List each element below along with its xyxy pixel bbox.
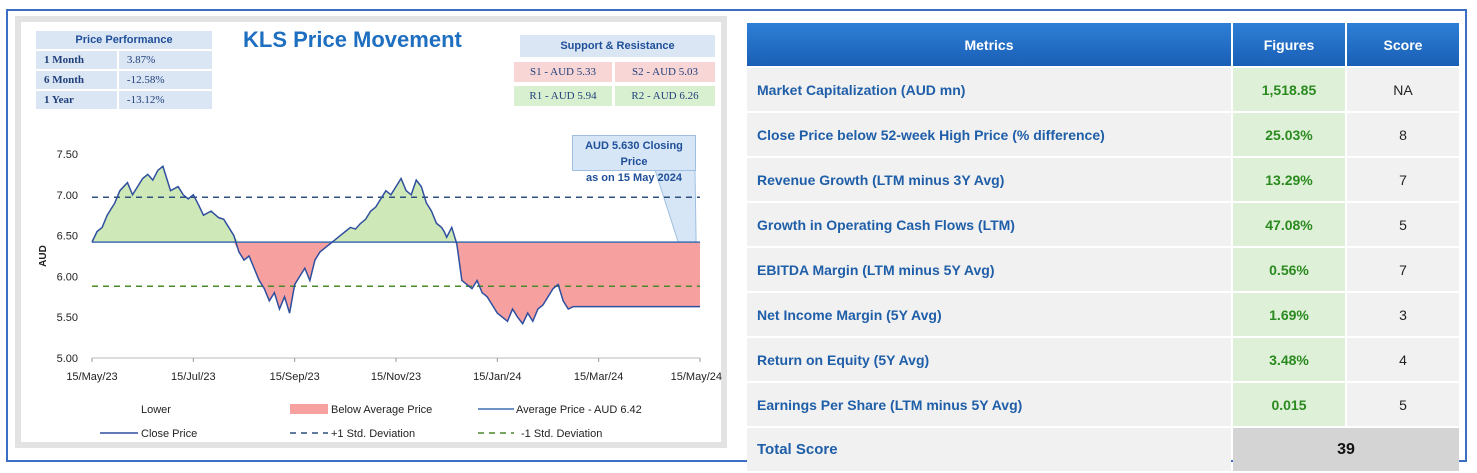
y-tick-label: 7.50 <box>57 149 78 161</box>
perf-value-6m: -12.58% <box>118 71 212 89</box>
total-score-value: 39 <box>1233 428 1459 471</box>
metrics-table: Metrics Figures Score Market Capitalizat… <box>745 21 1461 473</box>
figure-cell: 47.08% <box>1233 203 1345 246</box>
y-axis-label: AUD <box>38 245 49 267</box>
metric-cell: Close Price below 52-week High Price (% … <box>747 113 1231 156</box>
score-cell: NA <box>1347 68 1459 111</box>
figure-cell: 1,518.85 <box>1233 68 1345 111</box>
perf-value-1m: 3.87% <box>118 51 212 69</box>
score-cell: 4 <box>1347 338 1459 381</box>
total-score-label: Total Score <box>747 428 1231 471</box>
y-tick-label: 5.00 <box>57 353 78 365</box>
resistance-r1: R1 - AUD 5.94 <box>514 86 612 106</box>
figure-cell: 3.48% <box>1233 338 1345 381</box>
score-cell: 8 <box>1347 113 1459 156</box>
metric-cell: Growth in Operating Cash Flows (LTM) <box>747 203 1231 246</box>
close-price-line <box>91 164 700 326</box>
score-cell: 5 <box>1347 203 1459 246</box>
support-resistance-header: Support & Resistance <box>520 35 715 57</box>
closing-price-callout: AUD 5.630 Closing Price as on 15 May 202… <box>572 135 696 184</box>
metric-cell: Net Income Margin (5Y Avg) <box>747 293 1231 336</box>
perf-label-1y: 1 Year <box>36 91 117 109</box>
callout-line-2: as on 15 May 2024 <box>585 172 682 184</box>
y-tick-label: 6.50 <box>57 231 78 243</box>
figure-cell: 0.015 <box>1233 383 1345 426</box>
perf-label-6m: 6 Month <box>36 71 117 89</box>
table-row: EBITDA Margin (LTM minus 5Y Avg) 0.56% 7 <box>747 248 1459 291</box>
below-average-area <box>92 242 700 324</box>
table-row: Market Capitalization (AUD mn) 1,518.85 NA <box>747 68 1459 111</box>
metric-cell: Market Capitalization (AUD mn) <box>747 68 1231 111</box>
perf-label-1m: 1 Month <box>36 51 117 69</box>
table-row: Growth in Operating Cash Flows (LTM) 47.0… <box>747 203 1459 246</box>
table-row: Revenue Growth (LTM minus 3Y Avg) 13.29% 7 <box>747 158 1459 201</box>
callout-line-1: AUD 5.630 Closing Price <box>585 140 683 168</box>
figure-cell: 25.03% <box>1233 113 1345 156</box>
above-average-area <box>92 166 700 243</box>
y-tick-label: 5.50 <box>57 312 78 324</box>
figure-cell: 1.69% <box>1233 293 1345 336</box>
score-cell: 5 <box>1347 383 1459 426</box>
x-tick-label: 15/Jul/23 <box>171 371 216 383</box>
score-cell: 3 <box>1347 293 1459 336</box>
score-cell: 7 <box>1347 248 1459 291</box>
total-row: Total Score 39 <box>747 428 1459 471</box>
price-performance-header: Price Performance <box>36 31 212 49</box>
header-score: Score <box>1347 23 1459 66</box>
x-tick-label: 15/Jan/24 <box>473 371 521 383</box>
x-tick-label: 15/Sep/23 <box>270 371 320 383</box>
resistance-r2: R2 - AUD 6.26 <box>615 86 715 106</box>
perf-value-1y: -13.12% <box>118 91 212 109</box>
x-tick-label: 15/Nov/23 <box>371 371 421 383</box>
figure-cell: 0.56% <box>1233 248 1345 291</box>
y-tick-label: 6.00 <box>57 271 78 283</box>
price-performance-table: Price Performance 1 Month 3.87% 6 Month … <box>34 29 214 111</box>
metric-cell: Revenue Growth (LTM minus 3Y Avg) <box>747 158 1231 201</box>
figure-cell: 13.29% <box>1233 158 1345 201</box>
x-tick-label: 15/Mar/24 <box>574 371 624 383</box>
chart-title: KLS Price Movement <box>243 27 462 52</box>
metric-cell: EBITDA Margin (LTM minus 5Y Avg) <box>747 248 1231 291</box>
support-s1: S1 - AUD 5.33 <box>514 62 612 82</box>
header-metrics: Metrics <box>747 23 1231 66</box>
metric-cell: Return on Equity (5Y Avg) <box>747 338 1231 381</box>
table-row: Earnings Per Share (LTM minus 5Y Avg) 0.0… <box>747 383 1459 426</box>
table-row: Return on Equity (5Y Avg) 3.48% 4 <box>747 338 1459 381</box>
table-row: Net Income Margin (5Y Avg) 1.69% 3 <box>747 293 1459 336</box>
y-tick-label: 7.00 <box>57 190 78 202</box>
score-cell: 7 <box>1347 158 1459 201</box>
metric-cell: Earnings Per Share (LTM minus 5Y Avg) <box>747 383 1231 426</box>
price-movement-chart: 7.50 7.00 6.50 6.00 5.50 5.00 15/May/23 15/Jul… <box>38 149 722 383</box>
x-tick-label: 15/May/24 <box>671 371 722 383</box>
header-figures: Figures <box>1233 23 1345 66</box>
x-tick-label: 15/May/23 <box>66 371 117 383</box>
support-s2: S2 - AUD 5.03 <box>615 62 715 82</box>
table-row: Close Price below 52-week High Price (% … <box>747 113 1459 156</box>
